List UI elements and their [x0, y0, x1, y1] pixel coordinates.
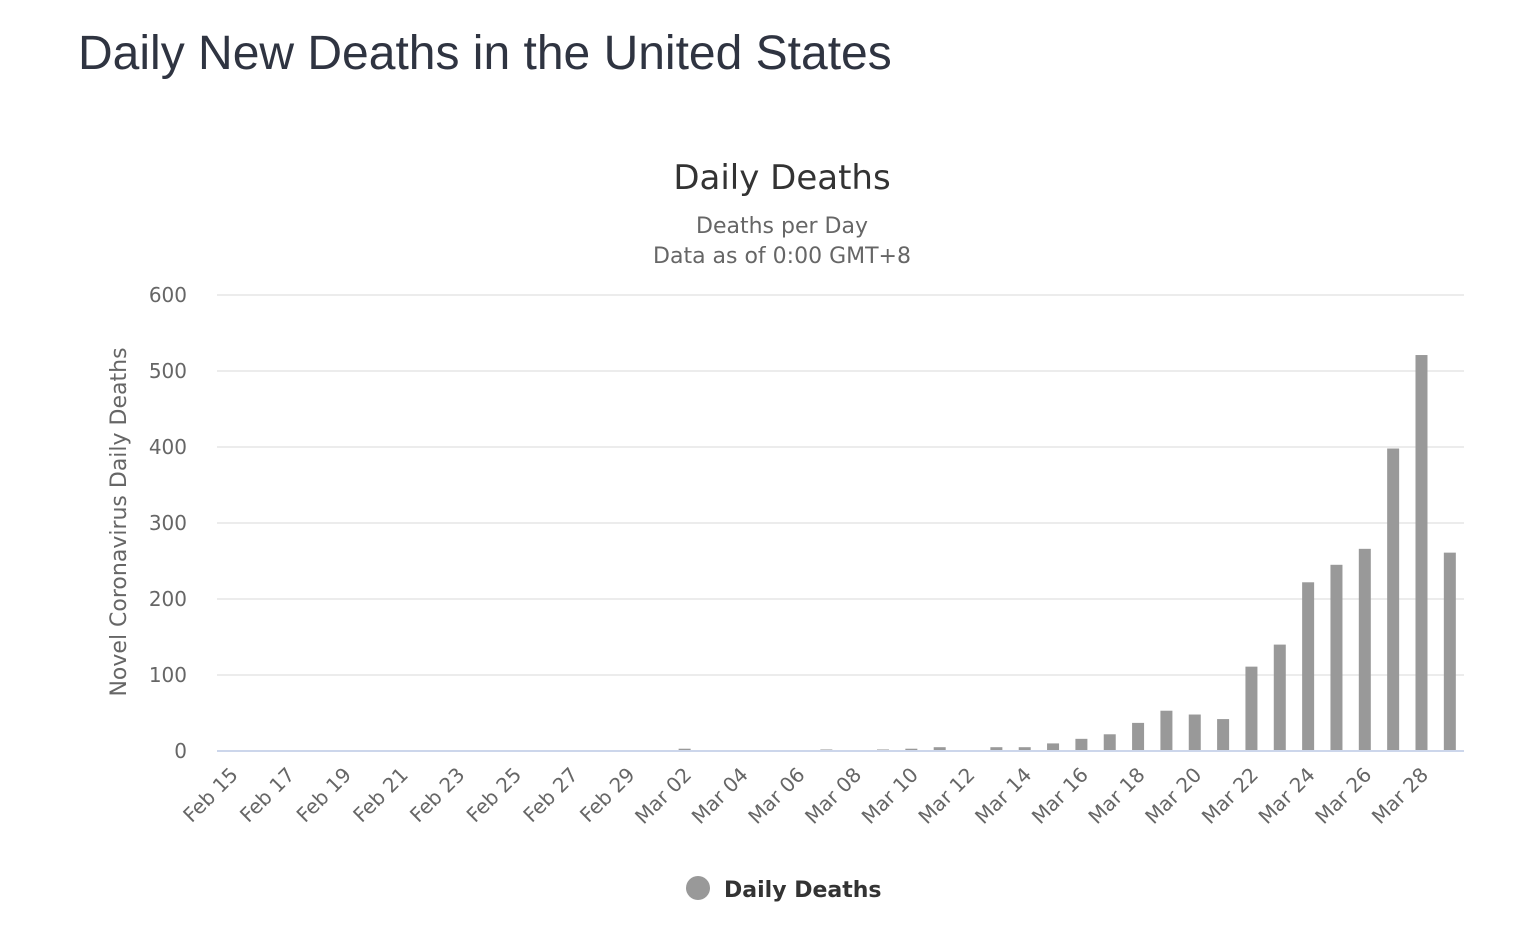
bar[interactable]: [1132, 722, 1145, 751]
y-tick-label: 300: [149, 511, 187, 535]
x-tick-label: Mar 02: [630, 763, 696, 829]
y-tick-label: 100: [149, 663, 187, 687]
bar[interactable]: [1330, 564, 1343, 751]
chart-subtitle-line-1: Deaths per Day: [696, 214, 868, 239]
y-tick-label: 500: [149, 359, 187, 383]
x-tick-label: Feb 15: [178, 763, 243, 828]
bar[interactable]: [1415, 355, 1428, 751]
y-tick-label: 600: [149, 283, 187, 307]
legend[interactable]: Daily Deaths: [686, 876, 882, 903]
legend-marker: [686, 876, 710, 900]
x-tick-label: Feb 21: [348, 763, 413, 828]
bar[interactable]: [1387, 448, 1400, 751]
bar[interactable]: [1245, 666, 1258, 751]
bar[interactable]: [1047, 743, 1060, 751]
chart-title: Daily Deaths: [673, 158, 890, 198]
x-tick-label: Feb 23: [405, 763, 470, 828]
x-tick-label: Mar 06: [743, 763, 809, 829]
bar[interactable]: [1217, 719, 1230, 751]
chart-subtitle-line-2: Data as of 0:00 GMT+8: [653, 244, 911, 269]
x-tick-label: Mar 24: [1254, 763, 1320, 829]
page-title: Daily New Deaths in the United States: [78, 27, 892, 80]
x-tick-label: Feb 25: [462, 763, 527, 828]
x-tick-label: Mar 20: [1140, 763, 1206, 829]
x-tick-label: Feb 29: [575, 763, 640, 828]
x-tick-label: Mar 08: [800, 763, 866, 829]
x-tick-label: Mar 12: [913, 763, 979, 829]
bar[interactable]: [933, 747, 946, 751]
legend-label[interactable]: Daily Deaths: [724, 878, 882, 903]
bar[interactable]: [1188, 714, 1201, 751]
x-tick-label: Feb 27: [518, 763, 583, 828]
x-tick-label: Mar 26: [1310, 763, 1376, 829]
x-tick-label: Mar 18: [1083, 763, 1149, 829]
y-tick-label: 400: [149, 435, 187, 459]
bar[interactable]: [1273, 644, 1286, 751]
y-gridlines: [217, 294, 1464, 676]
x-tick-label: Feb 19: [292, 763, 357, 828]
x-tick-label: Mar 14: [970, 763, 1036, 829]
y-tick-labels: 0 100 200 300 400 500 600: [149, 283, 187, 763]
x-tick-label: Mar 16: [1027, 763, 1093, 829]
y-tick-label: 0: [174, 739, 187, 763]
bar[interactable]: [1075, 738, 1088, 751]
bar[interactable]: [1443, 552, 1456, 751]
bars: [621, 355, 1456, 751]
bar[interactable]: [1018, 747, 1031, 751]
bar[interactable]: [1302, 582, 1315, 751]
y-tick-label: 200: [149, 587, 187, 611]
x-tick-label: Mar 28: [1367, 763, 1433, 829]
x-tick-label: Mar 22: [1197, 763, 1263, 829]
y-axis-label: Novel Coronavirus Daily Deaths: [107, 347, 132, 696]
x-tick-label: Feb 17: [235, 763, 300, 828]
bar[interactable]: [1103, 734, 1116, 751]
x-tick-label: Mar 10: [857, 763, 923, 829]
x-tick-label: Mar 04: [687, 763, 753, 829]
bar[interactable]: [678, 748, 691, 751]
bar[interactable]: [1160, 710, 1173, 751]
bar[interactable]: [990, 747, 1003, 751]
bar[interactable]: [1358, 548, 1371, 751]
bar[interactable]: [905, 748, 918, 751]
